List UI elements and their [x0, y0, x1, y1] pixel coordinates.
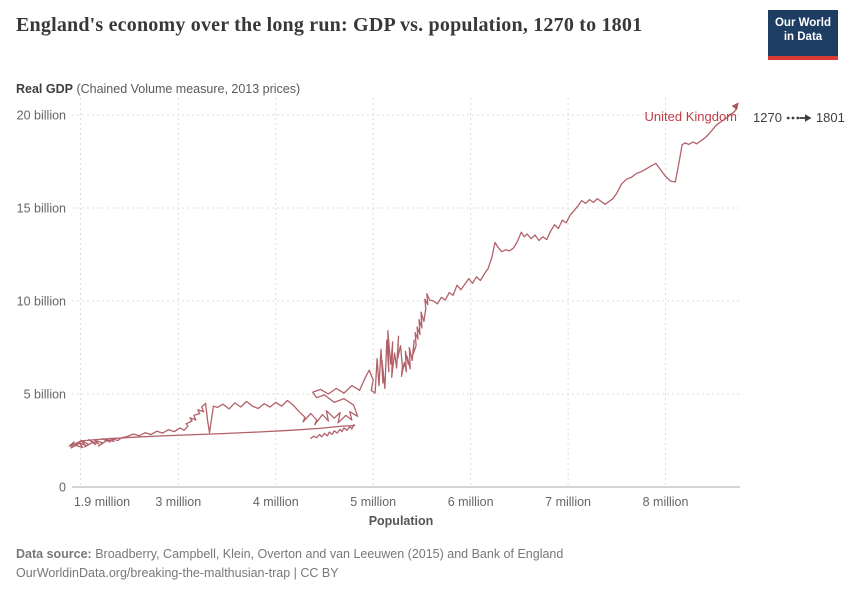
gdp-population-line[interactable]	[68, 114, 731, 449]
owid-logo-line1: Our World	[774, 17, 831, 29]
chart-plot-area[interactable]: 1.9 million 3 million 4 million 5 million 6 …	[0, 0, 850, 540]
x-axis-title: Population	[368, 514, 434, 528]
owid-logo-line2: in Data	[783, 31, 823, 43]
owid-url-link[interactable]: OurWorldinData.org/breaking-the-malthusi…	[16, 565, 291, 580]
data-source-label: Data source:	[16, 547, 92, 561]
y-axis-tick-label: 10 billion	[17, 295, 66, 309]
page-title: England's economy over the long run: GDP…	[16, 14, 643, 36]
x-axis-tick-label: 4 million	[253, 495, 299, 509]
x-axis-tick-label: 6 million	[448, 495, 494, 509]
x-axis-tick-label: 8 million	[643, 495, 689, 509]
chart-footer: Data source: Broadberry, Campbell, Klein…	[16, 545, 836, 582]
timeline-range-control[interactable]: 1270 1801	[753, 110, 845, 125]
entity-label: United Kingdom	[644, 109, 738, 124]
timeline-arrow-icon	[786, 113, 812, 123]
line-end-arrow-icon	[731, 102, 739, 110]
y-axis-tick-label: 15 billion	[17, 202, 66, 216]
owid-logo[interactable]: Our World in Data	[768, 10, 838, 60]
subtitle-detail: (Chained Volume measure, 2013 prices)	[72, 82, 301, 96]
timeline-end-year: 1801	[815, 110, 845, 125]
data-source-line: Data source: Broadberry, Campbell, Klein…	[16, 545, 836, 564]
license-text: | CC BY	[290, 565, 339, 580]
x-axis-tick-label: 5 million	[350, 495, 396, 509]
timeline-start-year: 1270	[753, 110, 782, 125]
subtitle-metric: Real GDP	[16, 82, 73, 96]
y-axis-tick-label: 5 billion	[24, 388, 66, 402]
x-axis-tick-label: 7 million	[545, 495, 591, 509]
y-axis-tick-label: 0	[59, 481, 66, 495]
x-axis-tick-label: 3 million	[155, 495, 201, 509]
x-axis-tick-label: 1.9 million	[74, 495, 130, 509]
y-axis-tick-label: 20 billion	[17, 109, 66, 123]
data-source-text: Broadberry, Campbell, Klein, Overton and…	[91, 547, 564, 561]
chart-subtitle: Real GDP (Chained Volume measure, 2013 p…	[16, 82, 300, 96]
attribution-line: OurWorldinData.org/breaking-the-malthusi…	[16, 564, 836, 583]
